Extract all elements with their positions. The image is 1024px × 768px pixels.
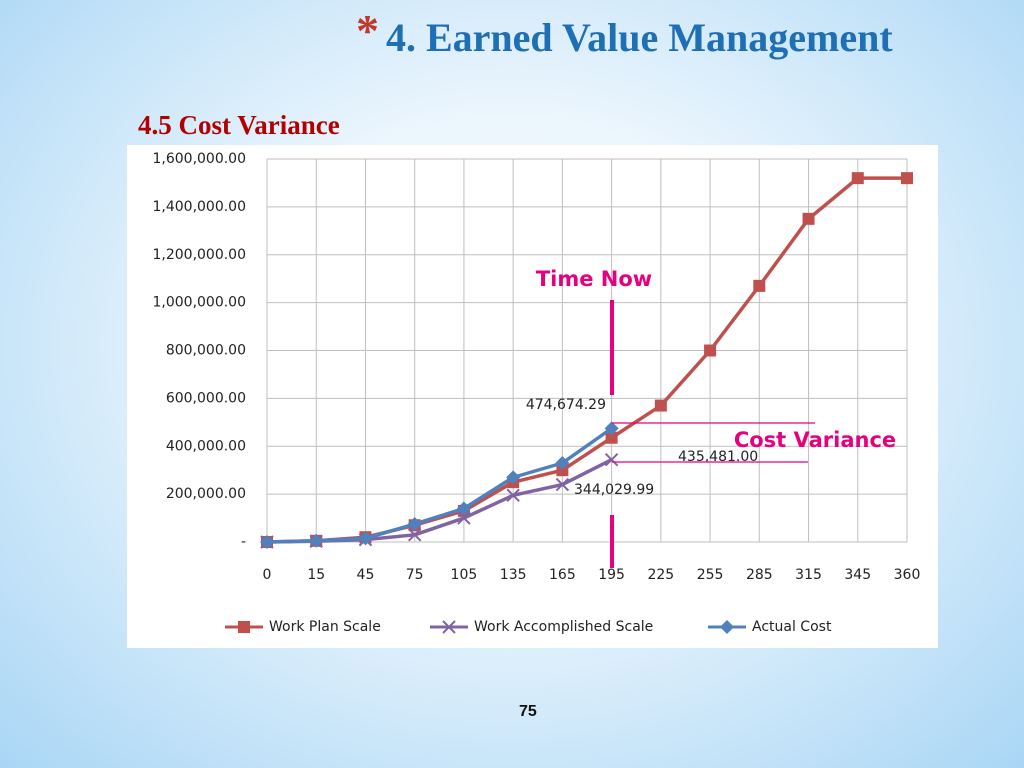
page-number: 75 bbox=[519, 703, 537, 720]
x-tick-label: 75 bbox=[406, 567, 424, 583]
data-label: 435,481.00 bbox=[678, 449, 758, 465]
data-point bbox=[456, 501, 471, 516]
slide-subtitle: 4.5 Cost Variance bbox=[138, 110, 340, 140]
data-point bbox=[802, 212, 815, 225]
legend-marker bbox=[720, 620, 734, 634]
y-tick-label: 600,000.00 bbox=[166, 390, 246, 406]
legend-label: Work Accomplished Scale bbox=[474, 619, 653, 635]
data-point bbox=[901, 172, 913, 185]
data-point bbox=[506, 470, 521, 485]
x-tick-label: 225 bbox=[647, 567, 674, 583]
x-tick-label: 0 bbox=[263, 567, 272, 583]
title-bullet: * bbox=[356, 5, 379, 56]
y-tick-label: 200,000.00 bbox=[166, 486, 246, 502]
data-point bbox=[851, 172, 864, 185]
data-label: 344,029.99 bbox=[574, 482, 654, 498]
data-label: 474,674.29 bbox=[526, 397, 606, 413]
legend-label: Actual Cost bbox=[752, 619, 832, 635]
data-point bbox=[309, 533, 324, 548]
legend-marker bbox=[238, 621, 250, 633]
annotation: Cost Variance bbox=[734, 428, 896, 452]
y-tick-label: - bbox=[241, 534, 246, 550]
data-point bbox=[407, 528, 422, 542]
data-point bbox=[704, 344, 717, 357]
data-point bbox=[556, 464, 569, 477]
x-tick-label: 345 bbox=[844, 567, 871, 583]
x-tick-label: 255 bbox=[697, 567, 724, 583]
data-point bbox=[358, 531, 373, 546]
y-tick-label: 1,200,000.00 bbox=[152, 247, 246, 263]
x-tick-label: 165 bbox=[549, 567, 576, 583]
data-point bbox=[457, 511, 471, 525]
data-point bbox=[407, 517, 422, 532]
legend-label: Work Plan Scale bbox=[269, 619, 381, 635]
data-point bbox=[753, 279, 766, 292]
x-tick-label: 105 bbox=[451, 567, 478, 583]
data-point bbox=[555, 456, 570, 471]
data-point bbox=[604, 421, 619, 436]
data-point bbox=[604, 452, 619, 467]
series-line bbox=[266, 426, 613, 544]
x-tick-label: 315 bbox=[795, 567, 822, 583]
y-tick-label: 400,000.00 bbox=[166, 438, 246, 454]
data-point bbox=[605, 431, 618, 444]
legend-marker bbox=[442, 620, 456, 634]
data-point bbox=[555, 477, 570, 492]
y-tick-label: 800,000.00 bbox=[166, 343, 246, 359]
y-tick-label: 1,400,000.00 bbox=[152, 199, 246, 215]
annotation: Time Now bbox=[536, 267, 652, 291]
data-point bbox=[260, 535, 274, 549]
data-point bbox=[654, 399, 667, 412]
x-tick-label: 135 bbox=[500, 567, 527, 583]
slide-title: 4. Earned Value Management bbox=[386, 15, 893, 60]
x-tick-label: 285 bbox=[746, 567, 773, 583]
x-tick-label: 15 bbox=[307, 567, 325, 583]
y-tick-label: 1,000,000.00 bbox=[152, 295, 246, 311]
x-tick-label: 45 bbox=[357, 567, 375, 583]
x-tick-label: 360 bbox=[894, 567, 921, 583]
data-point bbox=[506, 488, 520, 503]
x-tick-label: 195 bbox=[598, 567, 625, 583]
y-tick-label: 1,600,000.00 bbox=[152, 151, 246, 167]
